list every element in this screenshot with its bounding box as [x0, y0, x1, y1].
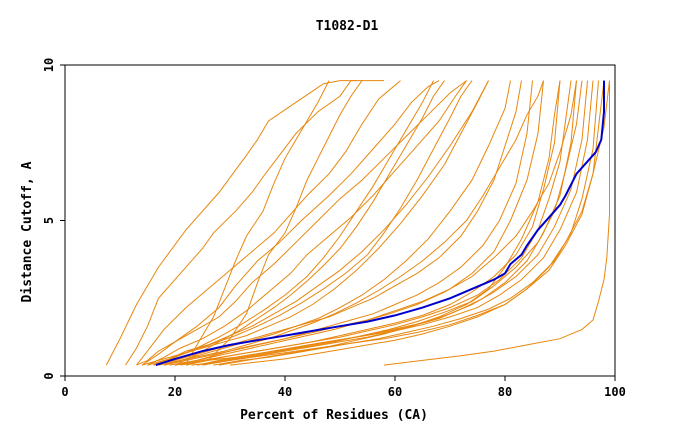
series-line-27 — [185, 80, 330, 364]
y-tick-label: 10 — [42, 58, 56, 72]
series-line-18 — [213, 80, 599, 366]
series-line-19 — [191, 80, 605, 366]
plot-frame — [64, 64, 616, 377]
series-line-22 — [158, 80, 544, 366]
series-line-30 — [196, 80, 583, 366]
series-line-11 — [174, 80, 533, 366]
y-tick-label: 0 — [42, 372, 56, 379]
x-tick-label: 60 — [388, 385, 402, 399]
series-line-8 — [141, 80, 489, 366]
series-line-1 — [105, 80, 384, 366]
series-line-17 — [202, 80, 594, 366]
series-line-28 — [174, 80, 445, 366]
y-axis: 0 5 10 — [42, 58, 65, 380]
series-line-5 — [136, 80, 467, 366]
series-line-2 — [125, 80, 357, 366]
y-axis-label: Distance Cutoff, A — [20, 161, 35, 302]
x-tick-label: 20 — [168, 385, 182, 399]
x-axis: 0 20 40 60 80 100 — [61, 376, 626, 399]
series-line-14 — [174, 80, 572, 366]
series-line-16 — [180, 80, 588, 366]
series-line-25 — [383, 80, 610, 366]
series-line-12 — [163, 80, 544, 366]
series-line-4 — [141, 80, 440, 366]
series-line-26 — [207, 80, 363, 361]
series-line-13 — [185, 80, 561, 366]
x-tick-label: 40 — [278, 385, 292, 399]
series-line-6 — [147, 80, 467, 366]
series-line-21 — [169, 80, 577, 366]
chart-title: T1082-D1 — [316, 19, 379, 34]
series-line-29 — [218, 80, 561, 366]
series-line-23 — [147, 80, 473, 366]
series-line-3 — [136, 80, 401, 366]
x-tick-label: 0 — [61, 385, 68, 399]
series-line-9 — [163, 80, 511, 366]
highlight-series-line — [155, 80, 605, 367]
x-tick-label: 80 — [498, 385, 512, 399]
series-line-7 — [152, 80, 489, 366]
plot-lines — [105, 80, 610, 367]
series-line-15 — [196, 80, 577, 366]
series-line-20 — [229, 80, 610, 366]
y-tick-label: 5 — [42, 217, 56, 224]
x-axis-label: Percent of Residues (CA) — [240, 408, 428, 423]
x-tick-label: 100 — [604, 385, 626, 399]
series-line-24 — [158, 80, 434, 366]
